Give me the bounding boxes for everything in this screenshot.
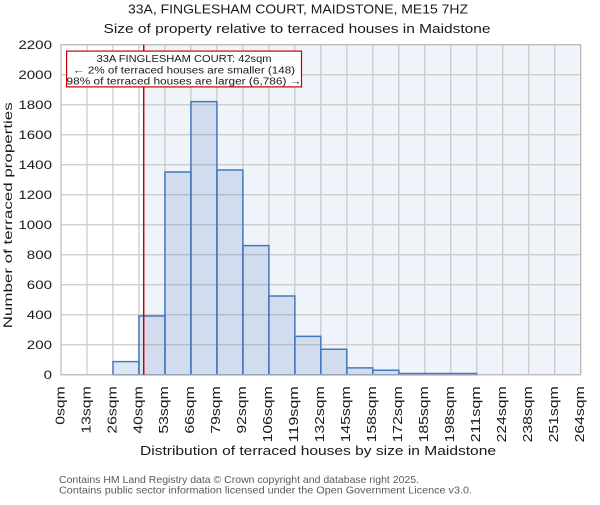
svg-text:Contains HM Land Registry data: Contains HM Land Registry data © Crown c… [59,475,419,486]
svg-text:1800: 1800 [18,98,52,112]
svg-text:1600: 1600 [18,128,52,142]
svg-text:198sqm: 198sqm [442,386,457,442]
svg-text:0sqm: 0sqm [52,386,67,424]
svg-text:172sqm: 172sqm [390,386,405,442]
svg-text:98% of terraced houses are lar: 98% of terraced houses are larger (6,786… [67,76,302,87]
svg-text:0: 0 [44,368,53,382]
svg-text:53sqm: 53sqm [156,386,171,433]
svg-text:79sqm: 79sqm [208,386,223,433]
svg-text:26sqm: 26sqm [104,386,119,433]
svg-text:132sqm: 132sqm [312,386,327,442]
svg-text:1000: 1000 [18,218,52,232]
svg-text:251sqm: 251sqm [546,386,561,442]
svg-text:2200: 2200 [18,38,52,52]
svg-text:33A FINGLESHAM COURT: 42sqm: 33A FINGLESHAM COURT: 42sqm [97,54,272,65]
svg-text:106sqm: 106sqm [260,386,275,442]
svg-text:145sqm: 145sqm [338,386,353,442]
svg-text:13sqm: 13sqm [78,386,93,433]
svg-text:66sqm: 66sqm [182,386,197,433]
svg-text:2000: 2000 [18,68,52,82]
svg-text:238sqm: 238sqm [520,386,535,442]
svg-text:158sqm: 158sqm [364,386,379,442]
svg-text:185sqm: 185sqm [416,386,431,442]
svg-text:224sqm: 224sqm [494,386,509,442]
svg-text:Number of terraced properties: Number of terraced properties [2,102,15,328]
svg-text:40sqm: 40sqm [130,386,145,433]
svg-text:1200: 1200 [18,188,52,202]
svg-text:Distribution of terraced house: Distribution of terraced houses by size … [140,444,496,458]
svg-text:Contains public sector informa: Contains public sector information licen… [59,486,472,497]
svg-text:← 2% of terraced houses are sm: ← 2% of terraced houses are smaller (148… [73,65,295,76]
svg-text:92sqm: 92sqm [234,386,249,433]
svg-text:211sqm: 211sqm [468,386,483,442]
svg-text:200: 200 [27,338,53,352]
svg-text:800: 800 [27,248,53,262]
svg-text:600: 600 [27,278,53,292]
svg-text:Size of property relative to t: Size of property relative to terraced ho… [104,22,491,36]
svg-text:264sqm: 264sqm [572,386,587,442]
svg-text:33A, FINGLESHAM COURT, MAIDSTO: 33A, FINGLESHAM COURT, MAIDSTONE, ME15 7… [128,3,468,17]
svg-text:400: 400 [27,308,53,322]
svg-text:119sqm: 119sqm [286,386,301,442]
svg-text:1400: 1400 [18,158,52,172]
